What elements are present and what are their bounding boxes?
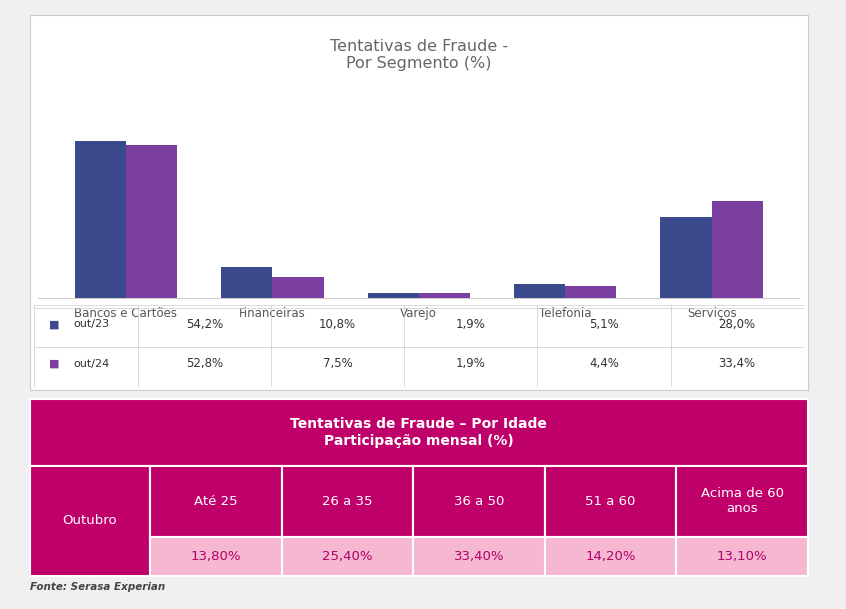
Bar [711, 201, 763, 298]
Text: 33,4%: 33,4% [718, 357, 755, 370]
Bar [419, 293, 470, 298]
Text: 13,10%: 13,10% [717, 549, 767, 563]
Bar [221, 267, 272, 298]
Text: 25,40%: 25,40% [322, 549, 373, 563]
Bar [30, 399, 808, 466]
Text: Acima de 60
anos: Acima de 60 anos [700, 487, 783, 515]
Bar [565, 286, 617, 298]
Bar [677, 537, 808, 576]
Bar [677, 466, 808, 537]
Text: out/23: out/23 [74, 319, 109, 329]
Text: Tentativas de Fraude -
Por Segmento (%): Tentativas de Fraude - Por Segmento (%) [330, 38, 508, 71]
Bar [74, 141, 126, 298]
Text: 10,8%: 10,8% [319, 318, 356, 331]
Text: 52,8%: 52,8% [186, 357, 223, 370]
Bar [545, 537, 677, 576]
Text: 13,80%: 13,80% [190, 549, 241, 563]
Text: Até 25: Até 25 [195, 495, 238, 508]
Text: 28,0%: 28,0% [718, 318, 755, 331]
Text: Fonte: Serasa Experian: Fonte: Serasa Experian [30, 582, 165, 591]
Text: 36 a 50: 36 a 50 [454, 495, 504, 508]
Bar [30, 466, 151, 576]
Text: Tentativas de Fraude – Por Idade
Participação mensal (%): Tentativas de Fraude – Por Idade Partici… [290, 417, 547, 448]
Text: 51 a 60: 51 a 60 [585, 495, 636, 508]
Text: ■: ■ [49, 319, 60, 329]
Bar [272, 276, 323, 298]
Bar [545, 466, 677, 537]
Text: Outubro: Outubro [63, 514, 118, 527]
Text: 1,9%: 1,9% [456, 318, 486, 331]
Text: 7,5%: 7,5% [322, 357, 353, 370]
Bar [367, 293, 419, 298]
Bar [282, 537, 414, 576]
Text: 26 a 35: 26 a 35 [322, 495, 373, 508]
Text: out/24: out/24 [74, 359, 110, 368]
Text: 54,2%: 54,2% [186, 318, 223, 331]
Text: 4,4%: 4,4% [589, 357, 619, 370]
Text: ■: ■ [49, 359, 60, 368]
Bar [661, 217, 711, 298]
Bar [514, 284, 565, 298]
Text: Fonte: Serasa Experian: Fonte: Serasa Experian [30, 405, 165, 415]
Bar [151, 537, 282, 576]
Bar [126, 145, 177, 298]
Bar [414, 466, 545, 537]
Text: 33,40%: 33,40% [453, 549, 504, 563]
Bar [414, 537, 545, 576]
Bar [282, 466, 414, 537]
Text: 1,9%: 1,9% [456, 357, 486, 370]
Text: 14,20%: 14,20% [585, 549, 636, 563]
Text: 5,1%: 5,1% [589, 318, 618, 331]
Bar [151, 466, 282, 537]
